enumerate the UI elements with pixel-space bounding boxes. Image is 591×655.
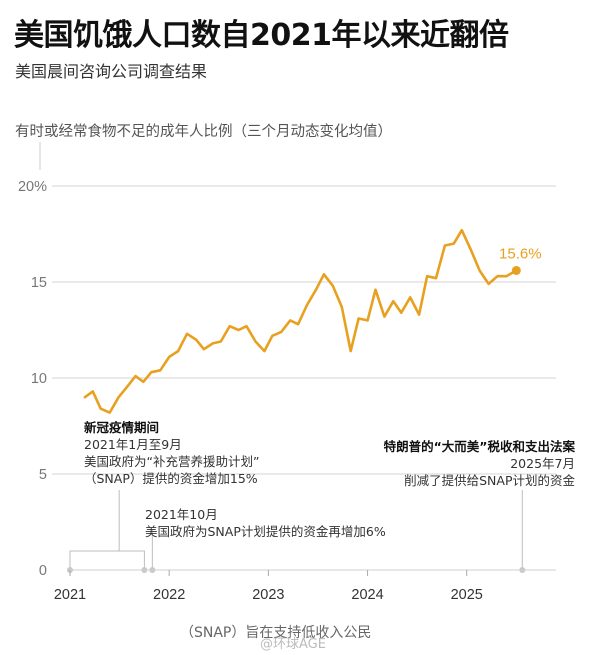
annotation-trump-line-2: 削减了提供给SNAP计划的资金 — [404, 473, 575, 488]
x-tick-label-2023: 2023 — [252, 587, 284, 603]
annotation-covid-line-3: （SNAP）提供的资金增加15% — [84, 471, 258, 486]
series-line-hunger-rate — [83, 228, 518, 414]
end-value-label: 15.6% — [499, 245, 542, 262]
grid-lines — [39, 142, 556, 475]
annotation-covid-line-2: 美国政府为“补充营养援助计划” — [84, 454, 260, 469]
page-title: 美国饥饿人口数自2021年以来近翻倍 — [14, 18, 509, 53]
annotation-oct-2021-line-2: 美国政府为SNAP计划提供的资金再增加6% — [145, 524, 386, 539]
y-tick-label-15: 15 — [31, 275, 47, 291]
x-tick-label-2024: 2024 — [351, 587, 383, 603]
y-tick-label-10: 10 — [31, 371, 47, 387]
annotation-oct-2021: 2021年10月 美国政府为SNAP计划提供的资金再增加6% — [145, 506, 386, 540]
covid-bracket — [69, 550, 145, 570]
y-axis-ticks: 0 5 10 15 20% — [18, 179, 47, 579]
annotation-covid-line-1: 2021年1月至9月 — [84, 437, 182, 452]
annotation-covid: 新冠疫情期间 2021年1月至9月 美国政府为“补充营养援助计划” （SNAP）… — [84, 419, 259, 487]
footnote: （SNAP）旨在支持低收入公民 — [180, 625, 372, 641]
x-tick-label-2025: 2025 — [451, 587, 483, 603]
annotation-trump-head: 特朗普的“大而美”税收和支出法案 — [383, 439, 575, 454]
x-tick-label-2021: 2021 — [54, 587, 86, 603]
annotation-trump-line-1: 2025年7月 — [510, 456, 575, 471]
x-axis: 2021 2022 2023 2024 2025 — [54, 569, 556, 603]
annotation-trump-bill: 特朗普的“大而美”税收和支出法案 2025年7月 削减了提供给SNAP计划的资金 — [384, 438, 575, 489]
end-point-dot — [511, 265, 521, 275]
x-tick-label-2022: 2022 — [153, 587, 185, 603]
page-subtitle: 美国晨间咨询公司调查结果 — [15, 62, 208, 81]
annotation-covid-head: 新冠疫情期间 — [84, 420, 160, 435]
annotation-oct-2021-line-1: 2021年10月 — [145, 507, 218, 522]
y-tick-label-5: 5 — [39, 467, 47, 483]
watermark: @环球AGE — [260, 637, 326, 652]
metric-label: 有时或经常食物不足的成年人比例（三个月动态变化均值） — [15, 124, 392, 140]
y-tick-label-20: 20% — [18, 179, 47, 195]
y-tick-label-0: 0 — [39, 563, 47, 579]
